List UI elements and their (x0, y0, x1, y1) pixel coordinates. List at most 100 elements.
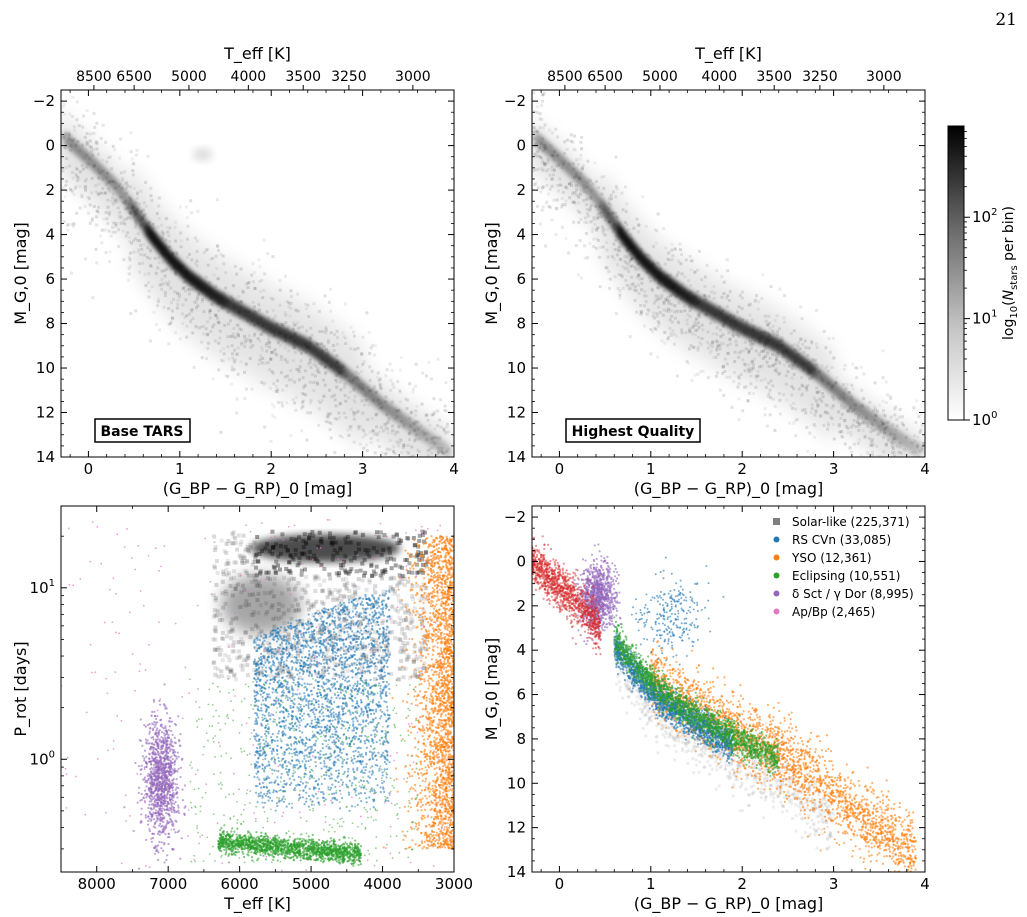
annotation-label: Base TARS (101, 424, 184, 440)
top-tick-label: 5000 (171, 69, 207, 85)
plot-frame (60, 89, 455, 458)
top-tick-label: 6500 (587, 69, 623, 85)
y-tick-label: 2 (45, 181, 55, 199)
y-tick-label: 0 (516, 552, 526, 570)
legend-label: Eclipsing (10,551) (792, 569, 900, 583)
legend-label: Ap/Bp (2,465) (792, 605, 875, 619)
x-tick-label: 8000 (78, 875, 116, 893)
legend-label: RS CVn (33,085) (792, 533, 891, 547)
dsct-points (123, 683, 187, 870)
x-tick-label: 4 (449, 460, 459, 478)
x-tick-label: 3000 (435, 875, 473, 893)
legend-label: Solar-like (225,371) (792, 515, 910, 529)
red-clump (192, 147, 213, 162)
x-tick-label: 7000 (149, 875, 187, 893)
yso-points (649, 640, 917, 872)
y-tick-label: 0 (516, 137, 526, 155)
legend-swatch (773, 608, 780, 615)
y-tick-label: 14 (507, 863, 526, 881)
legend-swatch (773, 590, 780, 597)
top-tick-label: 3500 (285, 69, 321, 85)
y-tick-label: 4 (45, 226, 55, 244)
x-tick-label: 5000 (292, 875, 330, 893)
x-tick-label: 4 (920, 875, 930, 893)
top-tick-label: 8500 (547, 69, 583, 85)
y-tick-label: 101 (30, 578, 55, 597)
top-tick-label: 3250 (331, 69, 367, 85)
y-tick-label: 8 (516, 315, 526, 333)
top-tick-label: 6500 (116, 69, 152, 85)
eclipsing-points (613, 616, 780, 778)
density-core (61, 130, 454, 457)
y-tick-label: −2 (504, 92, 526, 110)
x-tick-label: 2 (737, 875, 747, 893)
y-tick-label: 2 (516, 181, 526, 199)
legend-item: Ap/Bp (2,465) (773, 605, 875, 619)
solar-like-core (250, 534, 401, 563)
x-tick-label: 2 (266, 460, 276, 478)
plot-frame (60, 505, 455, 873)
y-tick-label: 4 (516, 226, 526, 244)
y-axis-label: M_G,0 [mag] (11, 222, 31, 325)
top-tick-label: 5000 (642, 69, 678, 85)
legend-item: Eclipsing (10,551) (773, 569, 900, 583)
y-axis-label: M_G,0 [mag] (482, 638, 502, 741)
top-axis-label: T_eff [K] (223, 44, 291, 64)
page-number: 21 (995, 10, 1017, 30)
y-tick-label: 10 (507, 359, 526, 377)
x-tick-label: 0 (555, 875, 565, 893)
y-tick-label: −2 (33, 92, 55, 110)
legend-swatch (773, 518, 780, 525)
colorbar-gradient (947, 125, 965, 421)
x-axis-label: (G_BP − G_RP)_0 [mag] (163, 479, 353, 499)
y-tick-label: 6 (516, 270, 526, 288)
y-tick-label: 4 (516, 641, 526, 659)
legend-item: YSO (12,361) (773, 551, 872, 565)
y-tick-label: 100 (30, 749, 55, 768)
x-tick-label: 3 (829, 875, 839, 893)
x-tick-label: 1 (646, 875, 656, 893)
legend-item: δ Sct / γ Dor (8,995) (773, 587, 914, 601)
x-tick-label: 1 (175, 460, 185, 478)
top-tick-label: 3250 (802, 69, 838, 85)
y-tick-label: 14 (507, 448, 526, 466)
plot-frame (531, 89, 926, 458)
x-tick-label: 0 (84, 460, 94, 478)
x-tick-label: 2 (737, 460, 747, 478)
legend-item: RS CVn (33,085) (773, 533, 891, 547)
y-tick-label: 12 (507, 404, 526, 422)
x-tick-label: 3 (358, 460, 368, 478)
colorbar-tick-label: 102 (972, 207, 997, 226)
yso-points (382, 535, 454, 850)
y-tick-label: 6 (516, 686, 526, 704)
legend-label: YSO (12,361) (791, 551, 872, 565)
colorbar-tick-label: 101 (972, 309, 997, 328)
y-tick-label: 8 (516, 730, 526, 748)
apbp-points (532, 535, 602, 656)
dsct-points (571, 543, 622, 646)
annotation-box: Base TARS (94, 418, 191, 443)
rscvn-giants (630, 556, 725, 690)
top-tick-label: 4000 (702, 69, 738, 85)
x-tick-label: 0 (555, 460, 565, 478)
y-tick-label: 2 (516, 597, 526, 615)
colorbar: 100 101 102 log10(Nstars per bin) (947, 125, 1020, 429)
y-tick-label: 10 (36, 359, 55, 377)
top-tick-label: 3500 (756, 69, 792, 85)
x-axis-label: (G_BP − G_RP)_0 [mag] (634, 894, 824, 914)
top-axis-label: T_eff [K] (694, 44, 762, 64)
rscvn-points (252, 589, 391, 812)
legend-item: Solar-like (225,371) (773, 515, 910, 529)
y-tick-label: 12 (36, 404, 55, 422)
y-tick-label: 0 (45, 137, 55, 155)
y-tick-label: 14 (36, 448, 55, 466)
colorbar-tick-label: 100 (972, 410, 997, 429)
x-tick-label: 3 (829, 460, 839, 478)
x-tick-label: 4 (920, 460, 930, 478)
legend-swatch (773, 554, 780, 561)
x-axis-label: (G_BP − G_RP)_0 [mag] (634, 479, 824, 499)
density-core (532, 130, 925, 456)
colorbar-label: log10(Nstars per bin) (1001, 206, 1020, 340)
y-axis-label: M_G,0 [mag] (482, 222, 502, 325)
